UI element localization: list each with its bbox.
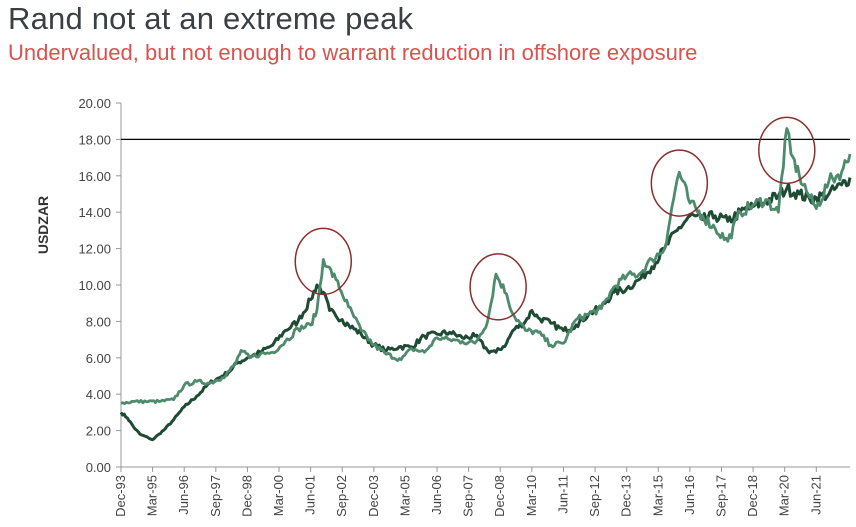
y-tick-label: 16.00 [78,169,111,184]
x-tick-label: Dec-18 [745,475,760,517]
x-tick-label: Jun-21 [808,475,823,515]
x-tick-labels: Dec-93 Mar-95 Jun-96 Sep-97 Dec-98 Mar-00 Jun-… [113,467,823,517]
y-tick-label: 14.00 [78,205,111,220]
y-tick-label: 6.00 [86,351,111,366]
x-tick-label: Sep-17 [713,475,728,517]
y-tick-label: 12.00 [78,242,111,257]
axes [120,103,850,468]
x-tick-label: Mar-00 [271,475,286,516]
y-tick-label: 2.00 [86,424,111,439]
x-tick-label: Sep-02 [334,475,349,517]
highlight-circles [294,116,816,321]
y-axis-label: USDZAR [35,196,51,254]
highlight-circle [650,149,709,217]
y-tick-label: 20.00 [78,96,111,111]
x-tick-label: Mar-15 [650,475,665,516]
x-tick-label: Sep-97 [208,475,223,517]
highlight-circle [469,253,527,321]
x-tick-label: Jun-06 [429,475,444,515]
x-tick-label: Sep-07 [461,475,476,517]
highlight-circle [294,227,353,296]
y-tick-label: 18.00 [78,132,111,147]
x-tick-label: Jun-11 [555,475,570,514]
chart-title: Rand not at an extreme peak [8,1,414,36]
x-tick-label: Sep-12 [587,475,602,517]
x-tick-label: Jun-16 [682,475,697,515]
y-tick-label: 10.00 [78,278,111,293]
x-tick-label: Mar-20 [777,475,792,516]
y-tick-label: 4.00 [86,387,111,402]
series-line-2 [120,127,852,405]
x-tick-label: Mar-10 [524,475,539,516]
y-tick-label: 0.00 [86,460,111,475]
x-tick-label: Jun-01 [303,475,318,515]
x-tick-label: Mar-95 [145,475,160,516]
x-tick-label: Dec-13 [619,475,634,517]
x-tick-label: Dec-03 [366,475,381,517]
x-tick-label: Jun-96 [176,475,191,515]
x-tick-label: Dec-93 [113,475,128,517]
y-tick-label: 8.00 [86,314,111,329]
highlight-circle [758,116,816,185]
series-lines [119,127,852,442]
chart-subtitle: Undervalued, but not enough to warrant r… [8,40,698,65]
x-tick-label: Dec-98 [239,475,254,517]
series-line-1 [119,177,852,442]
x-tick-label: Mar-05 [397,475,412,516]
y-tick-labels: 0.00 2.00 4.00 6.00 8.00 10.00 12.00 14.00 16.00… [78,96,121,475]
x-tick-label: Dec-08 [492,475,507,517]
